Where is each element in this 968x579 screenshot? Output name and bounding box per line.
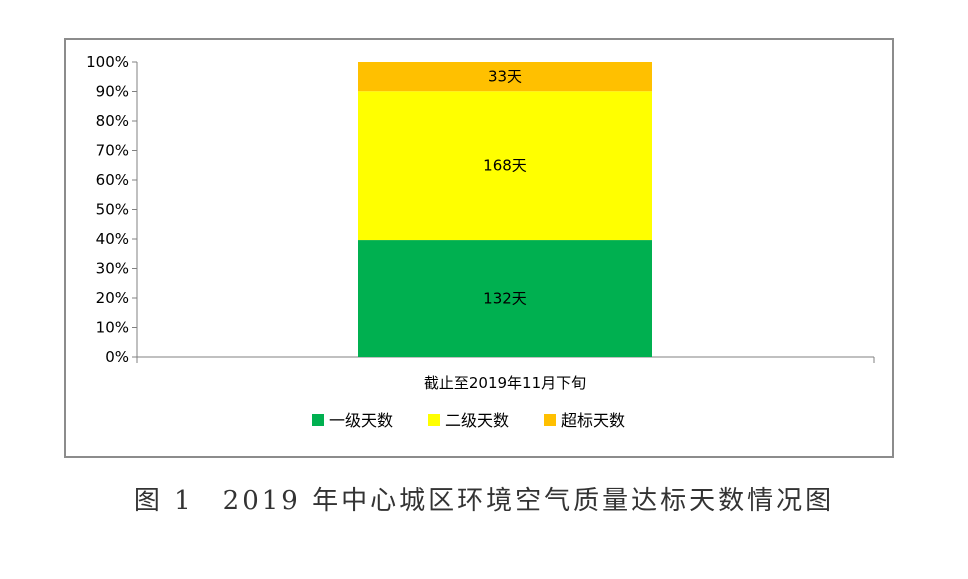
- y-tick-label: 80%: [96, 112, 129, 130]
- y-tick-label: 0%: [105, 348, 129, 366]
- figure-caption: 图 1 2019 年中心城区环境空气质量达标天数情况图: [133, 486, 835, 516]
- stacked-bar-chart: 0% 10% 20% 30% 40% 50% 60% 70% 80% 90% 100% 132天 168…: [86, 53, 875, 430]
- legend-label-1: 一级天数: [329, 411, 393, 430]
- legend-swatch-2: [428, 414, 440, 426]
- legend-label-3: 超标天数: [561, 411, 625, 430]
- y-tick-label: 40%: [96, 230, 129, 248]
- chart-frame: 0% 10% 20% 30% 40% 50% 60% 70% 80% 90% 100% 132天 168…: [64, 38, 894, 458]
- data-label-2: 168天: [483, 157, 527, 175]
- legend-swatch-1: [312, 414, 324, 426]
- bar-segment-2: [358, 91, 652, 241]
- bar-segment-1: [358, 240, 652, 357]
- y-tick-label: 60%: [96, 171, 129, 189]
- x-category-label: 截止至2019年11月下旬: [424, 374, 586, 392]
- data-label-1: 132天: [483, 290, 527, 308]
- legend-swatch-3: [544, 414, 556, 426]
- y-tick-label: 50%: [96, 201, 129, 219]
- y-tick-label: 70%: [96, 142, 129, 160]
- legend-label-2: 二级天数: [445, 411, 509, 430]
- y-tick-label: 90%: [96, 83, 129, 101]
- bar-segment-3: [358, 62, 652, 92]
- y-tick-label: 30%: [96, 260, 129, 278]
- data-label-3: 33天: [488, 68, 522, 86]
- y-tick-label: 20%: [96, 289, 129, 307]
- y-tick-label: 10%: [96, 319, 129, 337]
- y-tick-label: 100%: [86, 53, 129, 71]
